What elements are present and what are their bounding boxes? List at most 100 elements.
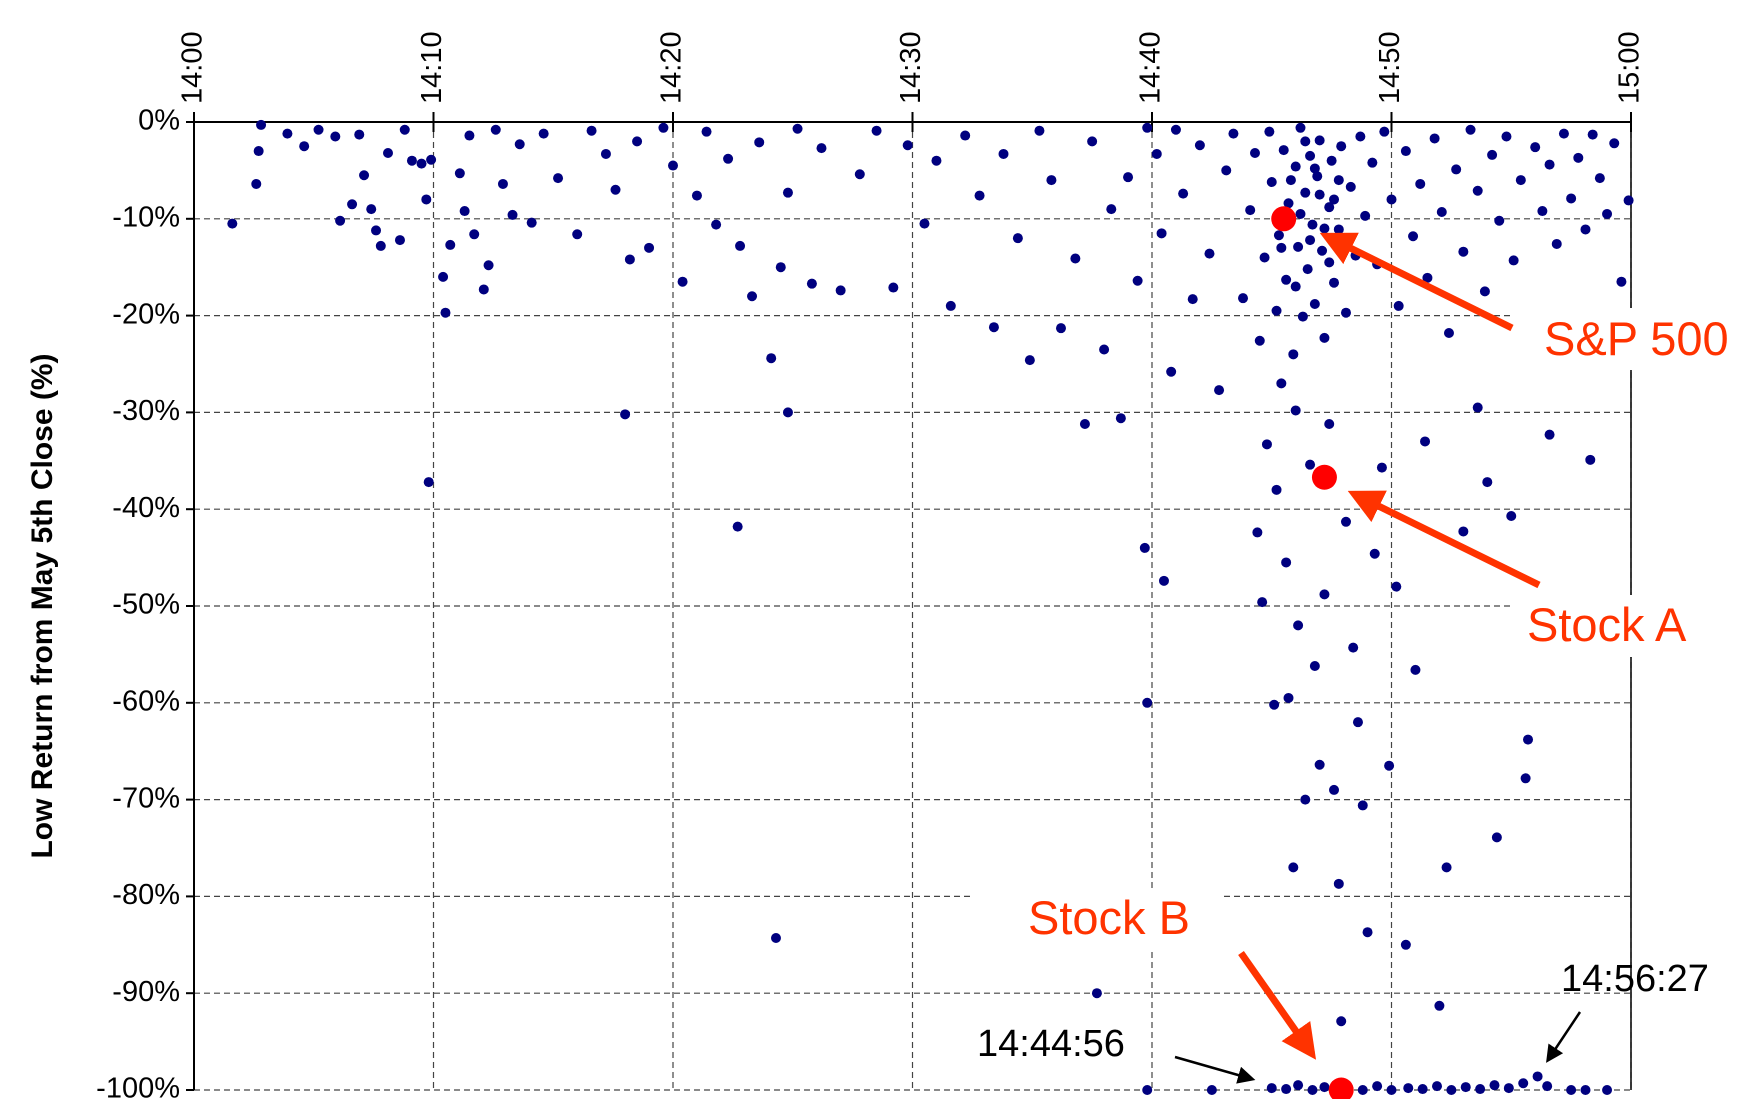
point bbox=[632, 136, 643, 147]
point bbox=[1333, 878, 1344, 889]
point bbox=[1532, 1071, 1543, 1082]
point bbox=[1515, 175, 1526, 186]
y-tick-label: 0% bbox=[138, 105, 180, 137]
point bbox=[1594, 173, 1605, 184]
point bbox=[1290, 161, 1301, 172]
point bbox=[624, 254, 635, 265]
point bbox=[1491, 832, 1502, 843]
point bbox=[1055, 323, 1066, 334]
point bbox=[1290, 405, 1301, 416]
point bbox=[1295, 208, 1306, 219]
point bbox=[1580, 224, 1591, 235]
point bbox=[1283, 198, 1294, 209]
annotation: 14:44:56 bbox=[977, 1023, 1125, 1065]
point bbox=[835, 285, 846, 296]
point bbox=[735, 240, 746, 251]
point bbox=[1259, 252, 1270, 263]
point bbox=[394, 235, 405, 246]
point bbox=[1410, 664, 1421, 675]
point bbox=[1415, 178, 1426, 189]
point bbox=[1585, 454, 1596, 465]
point bbox=[1309, 661, 1320, 672]
point bbox=[998, 148, 1009, 159]
point bbox=[1178, 188, 1189, 199]
point bbox=[440, 307, 451, 318]
arrow bbox=[1347, 490, 1541, 589]
point bbox=[1544, 159, 1555, 170]
x-tick-label: 15:00 bbox=[1614, 31, 1646, 104]
y-tick-label: -30% bbox=[112, 395, 180, 427]
point bbox=[1281, 1084, 1292, 1095]
point bbox=[1391, 581, 1402, 592]
point bbox=[253, 146, 264, 157]
point bbox=[974, 190, 985, 201]
point bbox=[1422, 272, 1433, 283]
point bbox=[691, 190, 702, 201]
point bbox=[526, 217, 537, 228]
point bbox=[871, 125, 882, 136]
point bbox=[1417, 1084, 1428, 1095]
x-tick-label: 14:00 bbox=[177, 31, 209, 104]
point bbox=[1278, 145, 1289, 156]
point bbox=[1309, 298, 1320, 309]
point bbox=[1300, 136, 1311, 147]
point bbox=[1616, 276, 1627, 287]
point bbox=[354, 129, 365, 140]
point bbox=[775, 262, 786, 273]
point bbox=[1443, 328, 1454, 339]
point bbox=[490, 124, 501, 135]
point bbox=[1369, 548, 1380, 559]
point bbox=[1087, 136, 1098, 147]
point bbox=[1257, 597, 1268, 608]
point bbox=[469, 229, 480, 240]
y-tick-label: -40% bbox=[112, 492, 180, 524]
point bbox=[732, 521, 743, 532]
point bbox=[1288, 862, 1299, 873]
point bbox=[1288, 349, 1299, 360]
point bbox=[1362, 927, 1373, 938]
point bbox=[1523, 734, 1534, 745]
point bbox=[1312, 171, 1323, 182]
point bbox=[1566, 193, 1577, 204]
point bbox=[1328, 1077, 1354, 1099]
point bbox=[1336, 1016, 1347, 1027]
point bbox=[426, 154, 437, 165]
point bbox=[1489, 1080, 1500, 1091]
point bbox=[1386, 1085, 1397, 1095]
point bbox=[1475, 1084, 1486, 1095]
arrow bbox=[1174, 1055, 1256, 1084]
point bbox=[1281, 274, 1292, 285]
arrow bbox=[1319, 232, 1514, 332]
point bbox=[1333, 224, 1344, 235]
point bbox=[1542, 1081, 1553, 1092]
point bbox=[1070, 253, 1081, 264]
point bbox=[1024, 355, 1035, 366]
point bbox=[701, 126, 712, 137]
grid bbox=[193, 121, 1632, 1091]
point bbox=[1305, 235, 1316, 246]
point bbox=[1206, 1085, 1217, 1095]
point bbox=[1319, 1082, 1330, 1093]
point bbox=[1520, 773, 1531, 784]
point bbox=[1158, 575, 1169, 586]
point bbox=[1156, 228, 1167, 239]
point bbox=[366, 204, 377, 215]
point bbox=[747, 291, 758, 302]
point bbox=[507, 209, 518, 220]
point bbox=[988, 322, 999, 333]
point bbox=[1357, 800, 1368, 811]
point bbox=[371, 225, 382, 236]
y-tick-label: -20% bbox=[112, 298, 180, 330]
point bbox=[1324, 257, 1335, 268]
point bbox=[1329, 277, 1340, 288]
point bbox=[1214, 385, 1225, 396]
point bbox=[478, 284, 489, 295]
point bbox=[1266, 177, 1277, 188]
y-axis-label: Low Return from May 5th Close (%) bbox=[26, 353, 59, 858]
point bbox=[1314, 135, 1325, 146]
point bbox=[1302, 264, 1313, 275]
point bbox=[1238, 293, 1249, 304]
point bbox=[1376, 462, 1387, 473]
point bbox=[1348, 642, 1359, 653]
point bbox=[1123, 172, 1134, 183]
